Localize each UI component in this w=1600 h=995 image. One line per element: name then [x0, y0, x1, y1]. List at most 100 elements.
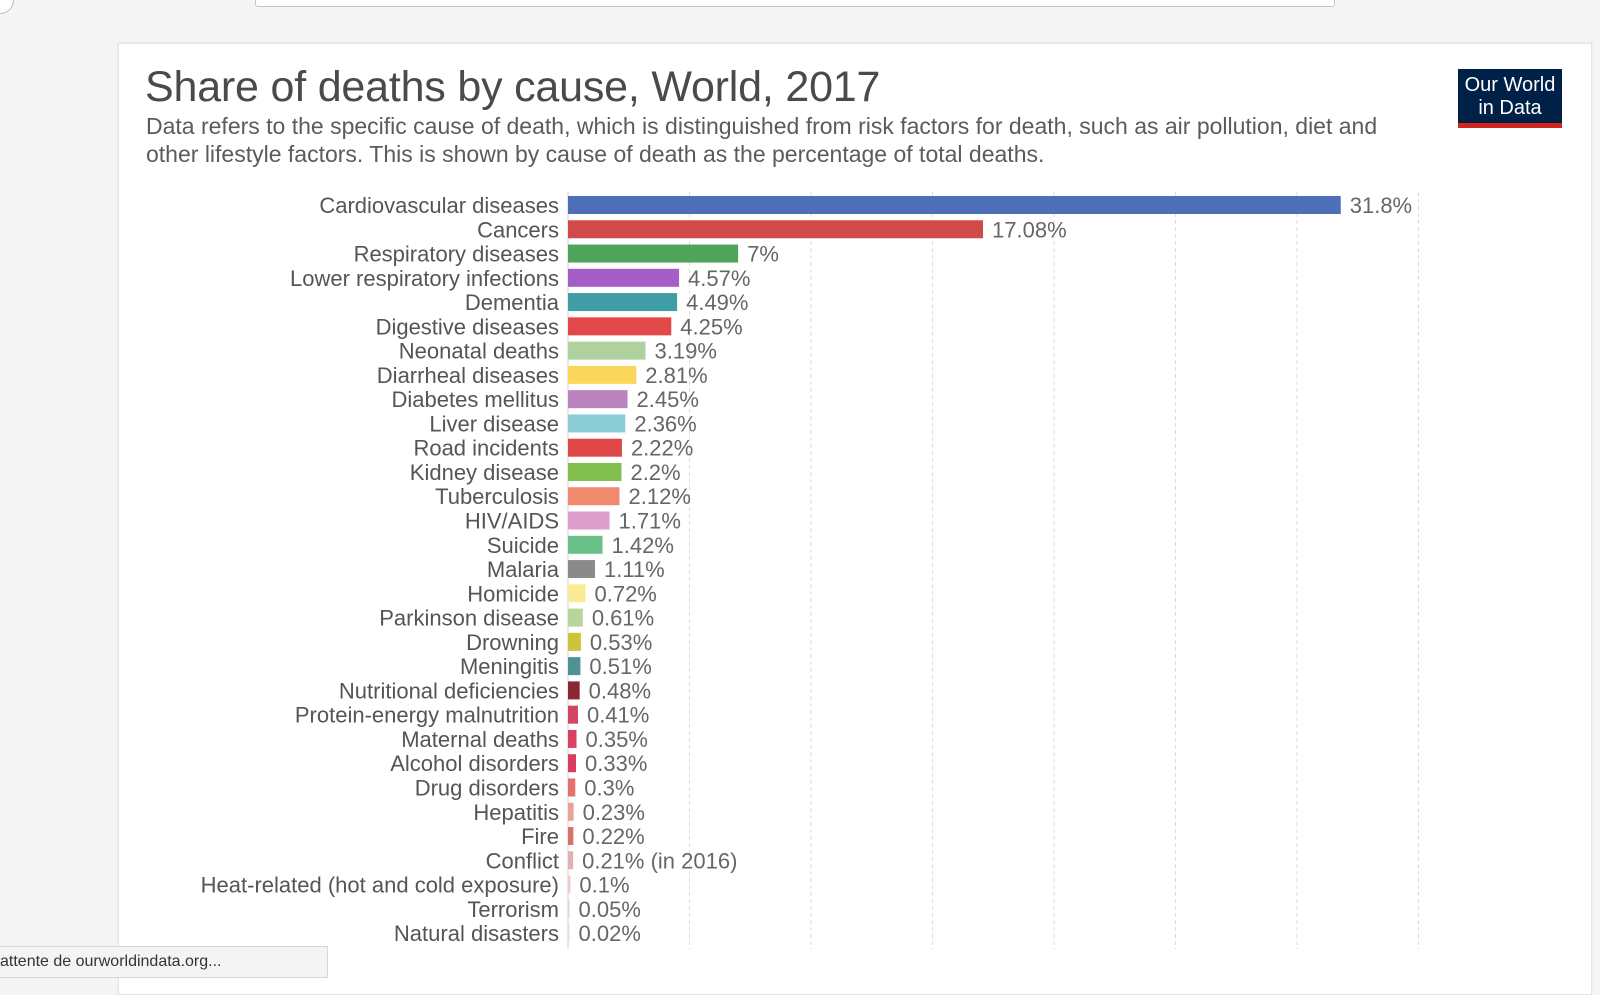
category-label: Dementia	[465, 290, 560, 315]
value-label: 1.11%	[604, 557, 665, 582]
value-label: 0.41%	[587, 703, 649, 728]
chart-subtitle: Data refers to the specific cause of dea…	[146, 113, 1378, 167]
bar	[568, 487, 620, 506]
value-label: 2.81%	[645, 363, 707, 388]
category-label: Cancers	[477, 217, 559, 242]
category-label: Cardiovascular diseases	[319, 193, 559, 218]
bar	[568, 827, 574, 846]
bar	[568, 802, 574, 821]
value-label: 4.49%	[686, 290, 748, 315]
bar	[568, 729, 577, 748]
category-label: Protein-energy malnutrition	[295, 703, 559, 728]
category-label: Diarrheal diseases	[377, 363, 559, 388]
bar	[568, 584, 586, 603]
value-label: 17.08%	[992, 217, 1067, 242]
value-label: 0.05%	[579, 897, 641, 922]
bar	[568, 705, 578, 724]
category-label: Liver disease	[429, 411, 559, 436]
category-label: Meningitis	[460, 654, 559, 679]
bar	[568, 268, 680, 287]
value-label: 2.2%	[630, 460, 680, 485]
bar	[568, 778, 576, 797]
bar	[568, 317, 672, 336]
category-label: Conflict	[486, 848, 559, 873]
bar	[568, 754, 577, 773]
value-label: 0.35%	[586, 727, 648, 752]
category-label: Suicide	[487, 533, 559, 558]
value-label: 0.53%	[590, 630, 652, 655]
category-label: Terrorism	[467, 897, 559, 922]
value-label: 0.51%	[589, 654, 651, 679]
value-label: 4.57%	[688, 266, 750, 291]
bar	[568, 899, 570, 918]
value-label: 0.21% (in 2016)	[582, 848, 737, 873]
bar	[568, 560, 595, 579]
category-label: Road incidents	[413, 436, 559, 461]
value-label: 7%	[747, 242, 779, 267]
value-label: 4.25%	[680, 314, 742, 339]
bar	[568, 293, 678, 312]
category-label: Malaria	[487, 557, 560, 582]
category-label: Kidney disease	[410, 460, 559, 485]
value-label: 1.42%	[612, 533, 674, 558]
bar	[568, 632, 581, 651]
value-label: 2.22%	[631, 436, 693, 461]
category-label: Parkinson disease	[379, 606, 559, 631]
bar-chart: Cardiovascular diseases 31.8% Cancers 17.08…	[201, 192, 1419, 949]
category-label: Drowning	[466, 630, 559, 655]
bar	[568, 511, 610, 530]
bar	[568, 608, 583, 627]
value-label: 0.3%	[584, 775, 634, 800]
category-label: Maternal deaths	[401, 727, 559, 752]
category-label: Alcohol disorders	[390, 751, 559, 776]
value-label: 2.12%	[629, 484, 691, 509]
category-label: Drug disorders	[415, 775, 559, 800]
category-label: Heat-related (hot and cold exposure)	[201, 873, 559, 898]
bar	[568, 681, 580, 700]
page-title: Share of deaths by cause, World, 2017	[145, 63, 881, 111]
value-label: 0.61%	[592, 606, 654, 631]
bar	[568, 365, 637, 384]
bar	[568, 462, 622, 481]
bar	[568, 535, 603, 554]
value-label: 31.8%	[1350, 193, 1412, 218]
bar	[568, 875, 571, 894]
value-label: 0.48%	[589, 678, 651, 703]
status-bar: attente de ourworldindata.org...	[0, 946, 328, 978]
value-label: 3.19%	[655, 339, 717, 364]
category-label: Fire	[521, 824, 559, 849]
browser-corner-button[interactable]	[0, 0, 14, 14]
bar	[568, 390, 628, 409]
value-label: 2.45%	[637, 387, 699, 412]
category-label: Hepatitis	[473, 800, 559, 825]
bar	[568, 220, 984, 239]
value-label: 0.22%	[582, 824, 644, 849]
address-bar[interactable]	[255, 0, 1335, 7]
bar	[568, 244, 739, 263]
value-label: 0.72%	[594, 581, 656, 606]
category-label: Lower respiratory infections	[290, 266, 559, 291]
category-label: Digestive diseases	[376, 314, 559, 339]
category-label: Natural disasters	[394, 921, 559, 946]
value-label: 2.36%	[634, 411, 696, 436]
value-label: 0.33%	[585, 751, 647, 776]
bar	[568, 924, 570, 943]
category-label: Respiratory diseases	[354, 242, 559, 267]
category-label: HIV/AIDS	[465, 509, 559, 534]
bar	[568, 341, 646, 360]
category-label: Diabetes mellitus	[391, 387, 559, 412]
bar	[568, 196, 1341, 214]
chart-card: Share of deaths by cause, World, 2017 Da…	[118, 43, 1592, 995]
category-label: Neonatal deaths	[399, 339, 559, 364]
bar	[568, 851, 574, 870]
bar	[568, 414, 626, 433]
category-label: Tuberculosis	[435, 484, 559, 509]
bar	[568, 438, 622, 457]
category-label: Nutritional deficiencies	[339, 678, 559, 703]
value-label: 0.1%	[579, 873, 629, 898]
category-label: Homicide	[467, 581, 559, 606]
bar	[568, 657, 581, 676]
value-label: 0.23%	[583, 800, 645, 825]
value-label: 1.71%	[619, 509, 681, 534]
our-world-in-data-logo[interactable]: Our World in Data	[1458, 69, 1562, 128]
